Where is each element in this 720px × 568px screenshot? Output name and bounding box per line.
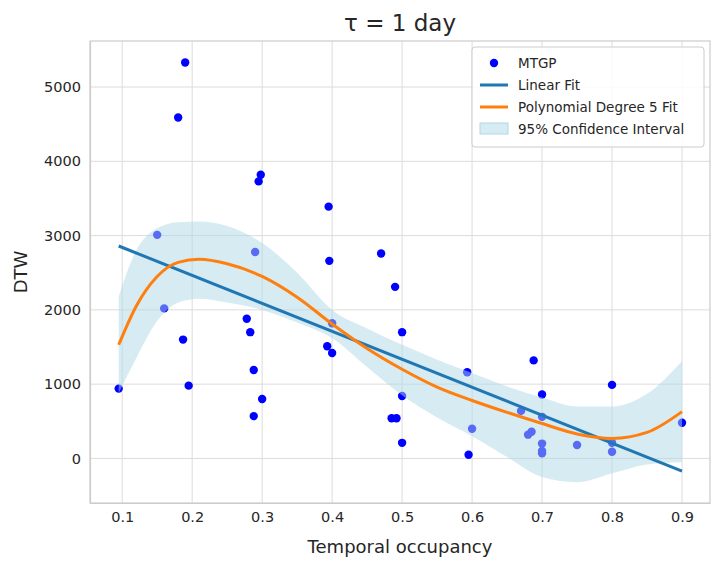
chart: 0.1 0.2 0.3 0.4 0.5 0.6 0.7 0.8 0.9 0 1000 2000 3000… [0,0,720,568]
grid-line-y [90,161,710,162]
y-axis-label: DTW [10,250,31,293]
point [398,328,406,336]
legend-marker [480,106,508,109]
point [174,113,182,121]
point [184,381,192,389]
title: τ = 1 day [344,10,456,36]
point [246,328,254,336]
legend-label: 95% Confidence Interval [518,121,684,137]
tick-label: 5000 [44,79,81,95]
point [323,342,331,350]
tick: 0.9 [671,503,694,525]
plot-area [114,58,686,482]
point [258,395,266,403]
tick: 0.5 [391,503,414,525]
point [181,58,189,66]
grid-line-x [122,41,123,503]
x-axis: 0.1 0.2 0.3 0.4 0.5 0.6 0.7 0.8 0.9 [91,503,711,525]
point [529,356,537,364]
tick-label: 1000 [44,376,81,392]
tick-label: 0.4 [321,509,344,525]
point [608,381,616,389]
tick-label: 4000 [44,153,81,169]
line [119,259,682,438]
legend-label: MTGP [518,55,557,71]
tick: 0.1 [111,503,134,525]
point [398,439,406,447]
tick: 1000 [44,376,90,392]
tick-label: 0.9 [671,509,694,525]
grid-line-y [90,309,710,310]
point [250,412,258,420]
plot-background [90,41,710,503]
tick-label: 0.3 [251,509,274,525]
point [391,283,399,291]
point [179,335,187,343]
tick-label: 0.8 [601,509,624,525]
point [325,257,333,265]
legend-item: Polynomial Degree 5 Fit [480,99,678,115]
legend-item: 95% Confidence Interval [480,121,684,137]
grid [90,41,710,503]
legend-label: Polynomial Degree 5 Fit [518,99,678,115]
point [328,349,336,357]
tick: 2000 [44,302,90,318]
legend-label: Linear Fit [518,77,580,93]
confidence-band [119,221,682,482]
legend-marker [490,59,498,67]
tick-label: 0 [72,451,81,467]
tick-label: 0.7 [531,509,554,525]
line [119,246,682,471]
legend-item: MTGP [490,55,557,71]
legend-marker [480,123,508,134]
grid-line-x [332,41,333,503]
tick: 4000 [44,153,90,169]
plot-frame [90,41,710,503]
tick: 0.2 [181,503,204,525]
point [243,315,251,323]
tick: 0.8 [601,503,624,525]
tick-label: 0.6 [461,509,484,525]
tick-label: 3000 [44,228,81,244]
legend-marker [480,84,508,87]
point [392,414,400,422]
legend-item: Linear Fit [480,77,580,93]
legend-box [472,47,704,147]
grid-line-x [402,41,403,503]
tick-label: 0.1 [111,509,134,525]
point [324,202,332,210]
tick: 3000 [44,228,90,244]
tick: 5000 [44,79,90,95]
point [377,249,385,257]
point [250,366,258,374]
point [464,451,472,459]
legend: MTGP Linear Fit Polynomial Degree 5 Fit 95%… [472,47,704,147]
y-axis: 0 1000 2000 3000 4000 5000 [44,42,90,504]
tick: 0.3 [251,503,274,525]
tick-label: 2000 [44,302,81,318]
tick-label: 0.2 [181,509,204,525]
point [257,170,265,178]
tick: 0.6 [461,503,484,525]
x-axis-label: Temporal occupancy [307,536,493,557]
tick: 0.7 [531,503,554,525]
tick-label: 0.5 [391,509,414,525]
tick: 0.4 [321,503,344,525]
tick: 0 [72,451,90,467]
